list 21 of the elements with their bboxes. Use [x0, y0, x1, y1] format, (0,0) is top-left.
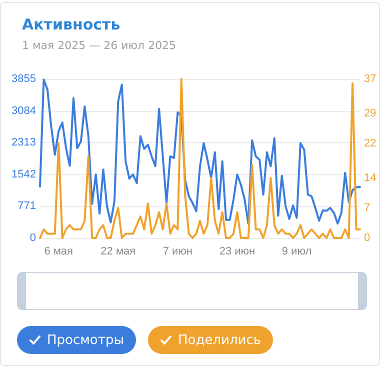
y-tick-label: 771 [18, 200, 36, 212]
text: Просмотры [47, 332, 124, 348]
chart-title: Активность [22, 16, 120, 34]
y2-tick-label: 29 [364, 107, 376, 120]
y2-tick-label: 7 [364, 202, 370, 214]
x-tick-label: 7 июн [162, 246, 193, 258]
y-tick-label: 3084 [12, 104, 36, 117]
y2-tick-label: 37 [364, 73, 376, 85]
x-tick-label: 23 июн [219, 246, 256, 258]
y-tick-label: 0 [30, 232, 36, 244]
y2-tick-label: 22 [364, 137, 376, 150]
y2-tick-label: 0 [364, 232, 370, 244]
y-tick-label: 3855 [12, 73, 36, 85]
x-tick-label: 6 мая [44, 246, 74, 258]
text: Поделились [178, 332, 262, 348]
x-tick-label: 9 июл [282, 246, 312, 258]
y-tick-label: 2313 [12, 136, 36, 149]
chart-subtitle: 1 мая 2025 — 26 июл 2025 [22, 39, 176, 52]
y2-tick-label: 14 [364, 172, 376, 184]
x-tick-label: 22 мая [100, 246, 136, 258]
y-tick-label: 1542 [12, 168, 36, 180]
